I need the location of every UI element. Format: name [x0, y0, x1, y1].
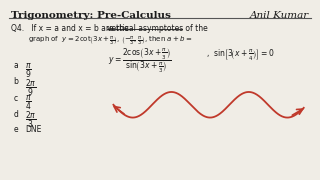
Text: c: c: [13, 94, 17, 103]
Text: graph of  $y = 2\cot\!\left(3x+\frac{\pi}{3}\right),\,\left(-\frac{\pi}{3},\frac: graph of $y = 2\cot\!\left(3x+\frac{\pi}…: [28, 34, 193, 47]
Text: e: e: [13, 125, 18, 134]
Text: DNE: DNE: [25, 125, 42, 134]
Text: of the: of the: [183, 24, 208, 33]
Text: vertical asymptotes: vertical asymptotes: [108, 24, 184, 33]
Text: a: a: [13, 61, 18, 70]
Text: $\dfrac{2\pi}{3}$: $\dfrac{2\pi}{3}$: [25, 110, 37, 130]
Text: d: d: [13, 110, 18, 119]
Text: $\dfrac{\pi}{9}$: $\dfrac{\pi}{9}$: [25, 61, 32, 80]
Text: Q4.   If x = a and x = b are the: Q4. If x = a and x = b are the: [11, 24, 129, 33]
Text: $y=\dfrac{2\cos\!\left(3x+\frac{\pi}{3}\right)}{\sin\!\left(3x+\frac{\pi}{3}\rig: $y=\dfrac{2\cos\!\left(3x+\frac{\pi}{3}\…: [108, 47, 172, 75]
Text: ,  $\sin\!\left[3\!\left(x+\frac{\pi}{4}\right)\right]=0$: , $\sin\!\left[3\!\left(x+\frac{\pi}{4}\…: [206, 47, 274, 62]
Text: b: b: [13, 77, 18, 86]
Text: $\dfrac{\pi}{4}$: $\dfrac{\pi}{4}$: [25, 94, 32, 112]
Text: Trigonometry: Pre-Calculus: Trigonometry: Pre-Calculus: [11, 11, 171, 20]
Text: $\dfrac{2\pi}{9}$: $\dfrac{2\pi}{9}$: [25, 77, 37, 98]
Text: Anil Kumar: Anil Kumar: [250, 11, 309, 20]
